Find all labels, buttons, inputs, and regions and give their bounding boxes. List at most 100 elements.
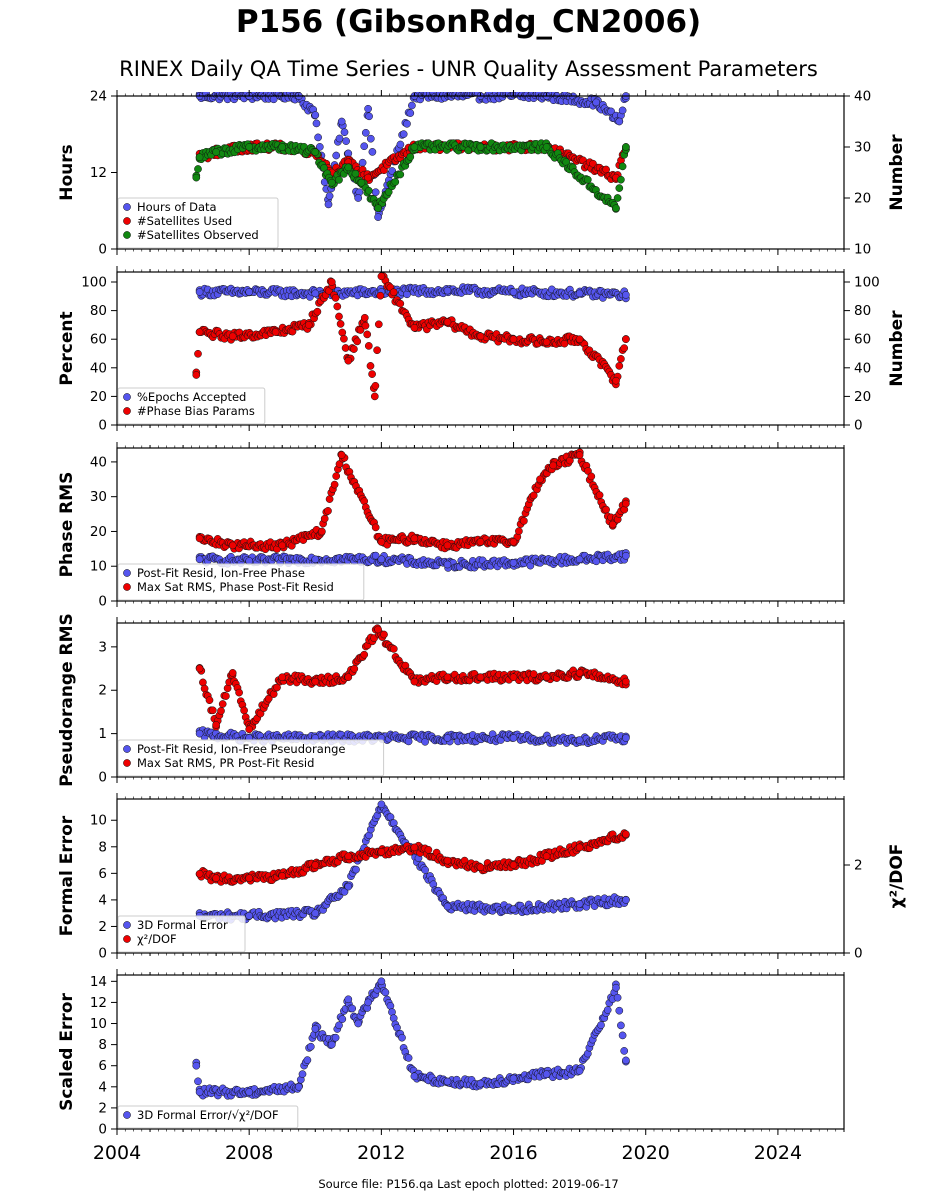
y-tick-label: 0 (98, 594, 107, 610)
data-point (618, 1031, 627, 1040)
data-point (575, 335, 584, 344)
x-tick-label: 2016 (489, 1142, 537, 1164)
x-tick-labels: 2004 2008 2012 2016 2020 2024 (93, 1142, 802, 1164)
data-point (597, 1021, 605, 1029)
y-ticks-left: 0 20 40 60 80 100 (81, 275, 117, 434)
data-point (335, 134, 344, 143)
y-tick-label: 8 (98, 1037, 107, 1053)
legend: Post-Fit Resid, Ion-Free PseudorangeMax … (117, 739, 385, 777)
data-point (325, 192, 334, 200)
x-tick-label: 2020 (622, 1142, 670, 1164)
series-2 (195, 448, 630, 554)
data-point (336, 320, 345, 328)
data-point (509, 905, 518, 914)
legend-box (117, 197, 279, 249)
series-1 (195, 800, 630, 924)
data-point (192, 371, 201, 379)
x-ticks (116, 266, 845, 431)
x-tick-label: 2004 (93, 1142, 141, 1164)
data-point (350, 345, 358, 353)
data-point (306, 1042, 315, 1051)
data-point (381, 988, 390, 997)
data-point (194, 1077, 202, 1086)
data-point (278, 872, 287, 880)
legend-marker (123, 407, 131, 415)
data-point (360, 313, 369, 322)
data-point (245, 1088, 254, 1096)
data-point (443, 734, 452, 742)
data-point (476, 1079, 485, 1088)
series-2 (195, 829, 630, 886)
legend: 3D Formal Error/√χ²/DOF (117, 1105, 299, 1129)
y-axis-label: Phase RMS (57, 472, 77, 578)
data-point (622, 143, 630, 151)
panel-2: 0 20 40 60 80 100 0 20 40 60 80 100 Number Percent %Ep… (57, 266, 907, 434)
y-axis-label-right: χ²/DOF (887, 844, 907, 909)
x-ticks (116, 969, 845, 1135)
data-point (353, 337, 362, 346)
data-point (536, 475, 544, 484)
y-tick-label: 0 (854, 418, 863, 434)
legend-box (117, 739, 385, 777)
series-2 (192, 271, 630, 401)
data-point (366, 134, 375, 143)
legend-label: Max Sat RMS, Phase Post-Fit Resid (137, 580, 334, 594)
data-point (318, 527, 326, 536)
data-point (613, 194, 622, 202)
data-point (620, 1047, 629, 1055)
legend-label: Post-Fit Resid, Ion-Free Phase (137, 566, 305, 580)
y-tick-label: 1 (98, 726, 107, 742)
data-point (360, 650, 369, 659)
data-point (583, 175, 592, 184)
data-point (374, 320, 383, 329)
data-point (245, 143, 254, 151)
data-point (195, 664, 204, 673)
legend-marker (123, 745, 131, 753)
y-tick-label: 40 (854, 360, 871, 376)
legend-label: #Satellites Observed (137, 228, 259, 242)
data-point (341, 344, 350, 352)
data-point (327, 1040, 336, 1049)
data-point (327, 178, 336, 187)
data-point (298, 1070, 307, 1078)
data-point (377, 800, 386, 809)
data-point (542, 143, 551, 151)
data-point (620, 344, 629, 352)
data-point (443, 318, 452, 326)
data-point (443, 286, 452, 295)
data-point (509, 335, 518, 344)
data-point (361, 321, 370, 330)
data-point (615, 362, 624, 370)
data-point (615, 184, 624, 192)
y-tick-label: 6 (98, 866, 107, 882)
data-point (352, 865, 360, 874)
data-point (368, 370, 376, 378)
data-point (194, 165, 202, 173)
data-point (324, 507, 332, 515)
data-point (575, 736, 584, 744)
legend-label: #Satellites Used (137, 214, 232, 228)
legend-marker (123, 1111, 131, 1119)
y-tick-label: 20 (854, 389, 871, 405)
series-1 (195, 549, 630, 572)
data-point (608, 520, 617, 529)
markers-panel-5 (195, 800, 630, 924)
data-point (366, 362, 375, 370)
data-point (294, 1082, 303, 1091)
data-point (406, 153, 415, 161)
series-3 (192, 139, 630, 213)
y-tick-label: 10 (90, 813, 107, 829)
data-point (278, 143, 287, 151)
data-point (622, 551, 630, 560)
data-point (364, 998, 372, 1007)
data-point (370, 392, 379, 401)
data-point (575, 1067, 584, 1075)
data-point (443, 1077, 452, 1086)
data-point (371, 551, 380, 560)
y-axis-label: Pseudorange RMS (57, 613, 77, 787)
markers-panel-3 (195, 448, 630, 572)
data-point (245, 288, 254, 296)
markers-panel-2 (192, 271, 630, 401)
y-axis-label-right: Number (887, 310, 907, 387)
data-point (443, 541, 452, 550)
